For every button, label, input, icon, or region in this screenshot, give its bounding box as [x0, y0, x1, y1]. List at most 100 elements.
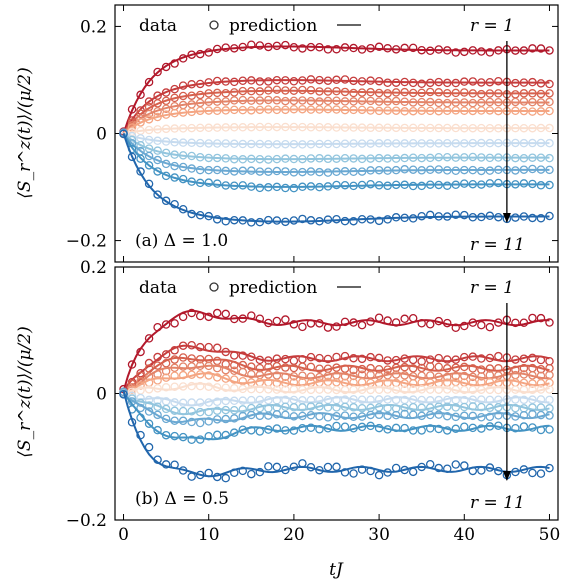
- data-point-r11: [153, 190, 162, 199]
- data-point-r6: [528, 385, 537, 395]
- data-point-r3: [255, 87, 265, 96]
- data-point-r2: [332, 75, 341, 85]
- data-point-r5: [153, 112, 162, 122]
- data-point-r4: [460, 371, 469, 381]
- data-point-r2: [536, 355, 546, 365]
- data-point-r1: [391, 318, 401, 327]
- data-point-r9: [323, 413, 333, 422]
- data-point-r8: [519, 153, 529, 163]
- data-point-r5: [434, 106, 443, 116]
- panel-label: (b) Δ = 0.5: [135, 489, 229, 509]
- data-point-r11: [212, 215, 222, 224]
- data-point-r9: [357, 167, 367, 176]
- data-point-r4: [187, 362, 196, 371]
- data-point-r10: [247, 182, 256, 191]
- data-point-r11: [306, 216, 316, 225]
- data-point-r2: [357, 354, 367, 364]
- data-point-r2: [204, 78, 213, 87]
- data-point-r10: [408, 181, 418, 191]
- data-point-r8: [408, 153, 418, 162]
- data-point-r6: [511, 123, 520, 133]
- data-point-r6: [178, 124, 188, 133]
- data-point-r7: [366, 139, 375, 148]
- data-point-r11: [323, 215, 333, 224]
- data-point-r7: [255, 395, 265, 405]
- data-point-r7: [374, 395, 384, 404]
- data-point-r1: [366, 317, 375, 326]
- data-point-r7: [161, 137, 171, 146]
- data-point-r11: [161, 196, 171, 206]
- data-point-r6: [264, 385, 273, 394]
- data-point-r6: [477, 385, 486, 394]
- data-point-r5: [442, 106, 452, 116]
- data-point-r11: [170, 460, 179, 469]
- data-point-r10: [332, 421, 341, 431]
- data-point-r3: [306, 85, 316, 95]
- data-point-r6: [340, 123, 350, 132]
- data-point-r9: [204, 417, 213, 426]
- data-point-r4: [170, 363, 179, 373]
- data-point-r6: [485, 123, 495, 133]
- data-point-r10: [434, 180, 443, 190]
- data-point-r10: [468, 423, 478, 433]
- data-point-r8: [451, 153, 461, 162]
- data-point-r9: [247, 410, 256, 420]
- data-point-r5: [187, 107, 196, 117]
- data-point-r1: [528, 313, 537, 323]
- prediction-line-r4: [122, 99, 550, 135]
- data-point-r3: [161, 359, 171, 368]
- data-point-r1: [195, 49, 205, 59]
- data-point-r11: [195, 470, 205, 480]
- data-point-r7: [212, 397, 222, 407]
- data-point-r1: [383, 44, 392, 53]
- data-point-r2: [442, 78, 452, 88]
- data-point-r10: [349, 181, 358, 191]
- data-point-r11: [255, 467, 265, 477]
- data-point-r2: [306, 352, 316, 362]
- data-point-r10: [272, 424, 282, 433]
- data-point-r6: [477, 123, 486, 133]
- data-point-r9: [494, 411, 503, 420]
- data-point-r2: [144, 97, 154, 106]
- data-point-r2: [136, 368, 145, 378]
- prediction-line-r8: [122, 132, 550, 161]
- data-point-r2: [323, 76, 333, 85]
- data-point-r4: [545, 370, 554, 380]
- data-point-r9: [511, 412, 520, 421]
- data-point-r10: [323, 182, 333, 191]
- data-point-r10: [349, 424, 358, 433]
- data-point-r4: [298, 96, 307, 105]
- data-point-r1: [298, 44, 307, 53]
- data-point-r3: [366, 87, 375, 97]
- data-point-r7: [195, 138, 205, 148]
- data-point-r9: [366, 166, 375, 175]
- data-point-r10: [306, 423, 316, 432]
- data-point-r8: [434, 152, 443, 162]
- data-point-r2: [340, 351, 350, 361]
- data-point-r6: [357, 385, 367, 395]
- data-point-r8: [170, 150, 179, 159]
- y-tick-label: 0: [96, 385, 107, 405]
- data-point-r3: [247, 86, 256, 96]
- data-point-r2: [187, 80, 196, 89]
- data-point-r8: [238, 155, 248, 164]
- data-point-r8: [442, 402, 452, 411]
- data-point-r1: [315, 43, 324, 52]
- data-point-r4: [178, 362, 188, 371]
- data-point-r9: [391, 165, 401, 175]
- data-point-r2: [349, 353, 358, 363]
- data-point-r9: [153, 155, 162, 165]
- data-point-r7: [408, 138, 418, 148]
- data-point-r5: [306, 105, 316, 114]
- data-point-r1: [468, 46, 478, 55]
- data-point-r9: [519, 411, 529, 420]
- data-point-r11: [494, 212, 503, 222]
- data-point-r7: [340, 139, 350, 148]
- data-point-r4: [247, 96, 256, 105]
- data-point-r4: [349, 97, 358, 106]
- data-point-r5: [161, 110, 171, 119]
- data-point-r3: [289, 86, 299, 95]
- data-point-r5: [144, 115, 154, 124]
- data-point-r3: [494, 89, 503, 98]
- data-point-r2: [230, 77, 239, 87]
